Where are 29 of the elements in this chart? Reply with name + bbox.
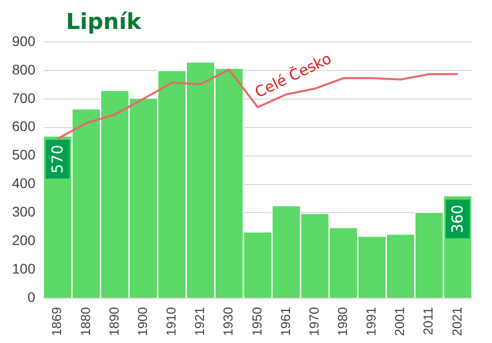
- x-tick-label: 1991: [364, 307, 379, 336]
- x-tick-label: 2001: [392, 307, 408, 336]
- x-tick-label: 1880: [78, 307, 93, 336]
- y-tick-label: 300: [12, 204, 36, 220]
- x-tick-label: 1950: [249, 307, 264, 336]
- x-tick-label: 2011: [420, 307, 436, 336]
- y-tick-label: 600: [12, 118, 36, 134]
- y-tick-label: 800: [12, 61, 36, 78]
- x-tick-label: 2021: [449, 307, 464, 336]
- x-tick-label: 1921: [192, 307, 208, 336]
- x-tick-label: 1910: [164, 307, 179, 336]
- y-tick-label: 0: [28, 288, 36, 305]
- chart-title: Lipník: [66, 10, 142, 35]
- x-tick-label: 1890: [106, 307, 122, 336]
- y-tick-label: 200: [12, 232, 36, 248]
- y-tick-label: 400: [12, 175, 36, 192]
- x-tick-label: 1900: [134, 307, 150, 336]
- data-label: 360: [448, 204, 467, 234]
- x-tick-label: 1980: [334, 307, 350, 336]
- y-tick-label: 100: [12, 260, 36, 276]
- x-tick-label: 1869: [49, 307, 64, 336]
- data-label: 570: [48, 144, 67, 174]
- y-tick-label: 900: [12, 32, 36, 49]
- x-tick-label: 1930: [220, 307, 236, 336]
- text: Celé Česko: [252, 49, 334, 102]
- y-tick-label: 500: [12, 146, 36, 163]
- x-tick-label: 1961: [278, 307, 293, 336]
- x-tick-label: 1970: [306, 307, 322, 336]
- y-tick-label: 700: [12, 90, 36, 106]
